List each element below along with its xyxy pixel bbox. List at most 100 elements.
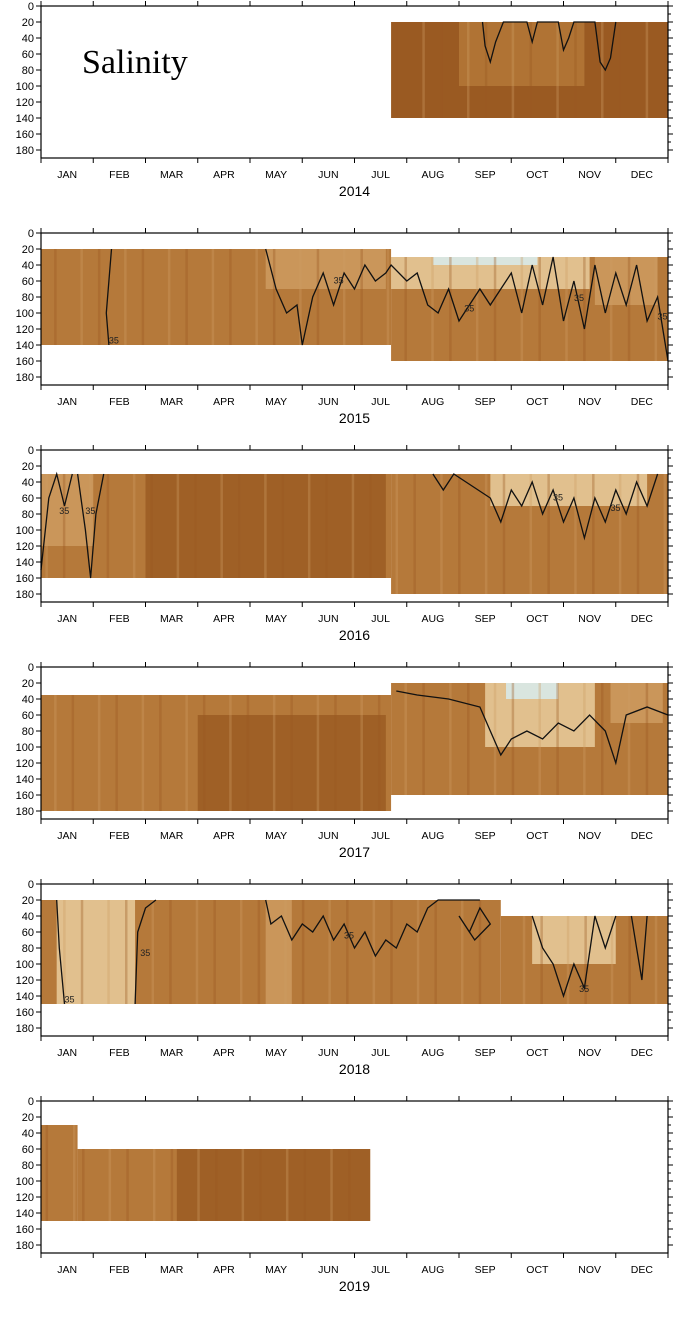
texture-streak-2017-0-1 — [54, 695, 57, 811]
month-label-2016-8: SEP — [475, 613, 496, 625]
texture-streak-2017-0-38 — [377, 695, 381, 811]
salinity-shade-2016-1 — [490, 474, 648, 506]
contour-35-2018-extra-4 — [458, 906, 492, 942]
y-tick-label-2016-1: 20 — [22, 461, 34, 473]
month-label-2017-5: JUN — [318, 830, 338, 842]
y-tick-label-2015-2: 40 — [22, 260, 34, 272]
year-label-2015: 2015 — [339, 410, 370, 426]
texture-streak-2019-1-13 — [197, 1149, 200, 1221]
texture-streak-2018-0-42 — [416, 900, 420, 1004]
texture-streak-2019-1-25 — [303, 1149, 307, 1221]
texture-streak-2016-0-30 — [307, 474, 311, 578]
contour-35-2014 — [481, 21, 617, 72]
texture-streak-2019-0-3 — [73, 1125, 76, 1221]
y-tick-label-2016-6: 120 — [16, 541, 34, 553]
texture-streak-2017-1-28 — [645, 683, 649, 795]
month-label-2019-0: JAN — [57, 1264, 77, 1276]
y-tick-label-2015-4: 80 — [22, 292, 34, 304]
texture-streak-2015-1-6 — [449, 257, 452, 361]
texture-streak-2015-0-31 — [316, 249, 320, 345]
month-label-2019-6: JUL — [371, 1264, 390, 1276]
y-tick-label-2018-7: 140 — [16, 991, 34, 1003]
contour-35-2015 — [265, 248, 669, 362]
y-tick-label-2018-2: 40 — [22, 911, 34, 923]
texture-streak-2017-1-26 — [627, 683, 631, 795]
month-label-2019-10: NOV — [578, 1264, 601, 1276]
texture-streak-2016-0-35 — [351, 474, 355, 578]
texture-streak-2016-1-2 — [413, 474, 416, 594]
texture-streak-2018-0-17 — [195, 900, 199, 1004]
month-label-2015-3: APR — [213, 396, 235, 408]
panel-2018: 35 35 35 35 0 20 40 60 80 100 120 140 160 180 JAN FEB MA… — [16, 879, 673, 1077]
y-tick-label-2018-1: 20 — [22, 895, 34, 907]
month-label-2019-1: FEB — [109, 1264, 129, 1276]
texture-streak-2016-1-30 — [663, 474, 667, 594]
salinity-shade-2014-0 — [459, 22, 585, 86]
contour-label-2015-3: 35 — [574, 293, 584, 303]
contour-35-2018-extra-2 — [531, 915, 617, 999]
texture-streak-2017-0-13 — [159, 695, 162, 811]
month-label-2016-10: NOV — [578, 613, 601, 625]
month-label-2018-3: APR — [213, 1047, 235, 1059]
month-label-2016-9: OCT — [526, 613, 549, 625]
texture-streak-2019-1-10 — [170, 1149, 174, 1221]
texture-streak-2014-0-25 — [618, 22, 622, 118]
texture-streak-2017-1-18 — [556, 683, 559, 795]
month-label-2018-6: JUL — [371, 1047, 390, 1059]
texture-streak-2019-0-0 — [45, 1125, 49, 1221]
texture-streak-2014-0-20 — [574, 22, 577, 118]
texture-streak-2014-0-0 — [395, 22, 399, 118]
year-label-2014: 2014 — [339, 183, 370, 199]
texture-streak-2017-0-28 — [290, 695, 293, 811]
texture-streak-2018-0-44 — [434, 900, 437, 1004]
texture-streak-2017-1-8 — [467, 683, 470, 795]
month-label-2018-1: FEB — [109, 1047, 129, 1059]
y-tick-label-2017-9: 180 — [16, 806, 34, 818]
year-label-2017: 2017 — [339, 844, 370, 860]
texture-streak-2018-0-34 — [346, 900, 349, 1004]
month-label-2017-3: APR — [213, 830, 235, 842]
y-tick-label-2016-2: 40 — [22, 477, 34, 489]
month-label-2015-4: MAY — [265, 396, 287, 408]
month-label-2014-2: MAR — [160, 169, 184, 181]
texture-streak-2015-1-1 — [404, 257, 407, 361]
y-tick-label-2018-9: 180 — [16, 1023, 34, 1035]
texture-streak-2016-1-27 — [636, 474, 640, 594]
y-tick-label-2018-0: 0 — [28, 879, 34, 891]
contour-35-2018-extra-3 — [630, 915, 648, 981]
month-label-2014-0: JAN — [57, 169, 77, 181]
month-label-2019-4: MAY — [265, 1264, 287, 1276]
texture-streak-2016-0-0 — [45, 474, 48, 578]
texture-streak-2014-0-5 — [440, 22, 443, 118]
texture-streak-2017-1-21 — [583, 683, 586, 795]
texture-streak-2016-0-12 — [150, 474, 153, 578]
y-tick-label-2019-9: 180 — [16, 1240, 34, 1252]
texture-streak-2014-0-15 — [529, 22, 533, 118]
month-label-2019-8: SEP — [475, 1264, 496, 1276]
texture-streak-2017-1-1 — [404, 683, 407, 795]
texture-streak-2018-0-47 — [461, 900, 464, 1004]
texture-streak-2016-1-17 — [547, 474, 550, 594]
month-label-2016-3: APR — [213, 613, 235, 625]
panel-2019: 0 20 40 60 80 100 120 140 160 180 JAN FEB MAR APR MAY J… — [16, 1096, 673, 1294]
month-label-2014-10: NOV — [578, 169, 601, 181]
y-tick-label-2014-4: 80 — [22, 65, 34, 77]
y-tick-label-2017-8: 160 — [16, 790, 34, 802]
texture-streak-2017-1-16 — [538, 683, 541, 795]
month-label-2015-10: NOV — [578, 396, 601, 408]
month-label-2015-9: OCT — [526, 396, 549, 408]
texture-streak-2018-1-2 — [522, 916, 526, 1004]
y-tick-label-2014-0: 0 — [28, 1, 34, 13]
texture-streak-2019-1-28 — [330, 1149, 333, 1221]
month-label-2019-5: JUN — [318, 1264, 338, 1276]
month-label-2016-11: DEC — [631, 613, 654, 625]
y-tick-label-2017-2: 40 — [22, 694, 34, 706]
texture-streak-2017-0-36 — [360, 695, 363, 811]
month-label-2017-2: MAR — [160, 830, 184, 842]
month-label-2016-4: MAY — [265, 613, 287, 625]
y-tick-label-2016-4: 80 — [22, 509, 34, 521]
texture-streak-2015-0-16 — [185, 249, 188, 345]
texture-streak-2016-0-7 — [106, 474, 110, 578]
y-tick-label-2015-1: 20 — [22, 244, 34, 256]
month-label-2016-2: MAR — [160, 613, 184, 625]
